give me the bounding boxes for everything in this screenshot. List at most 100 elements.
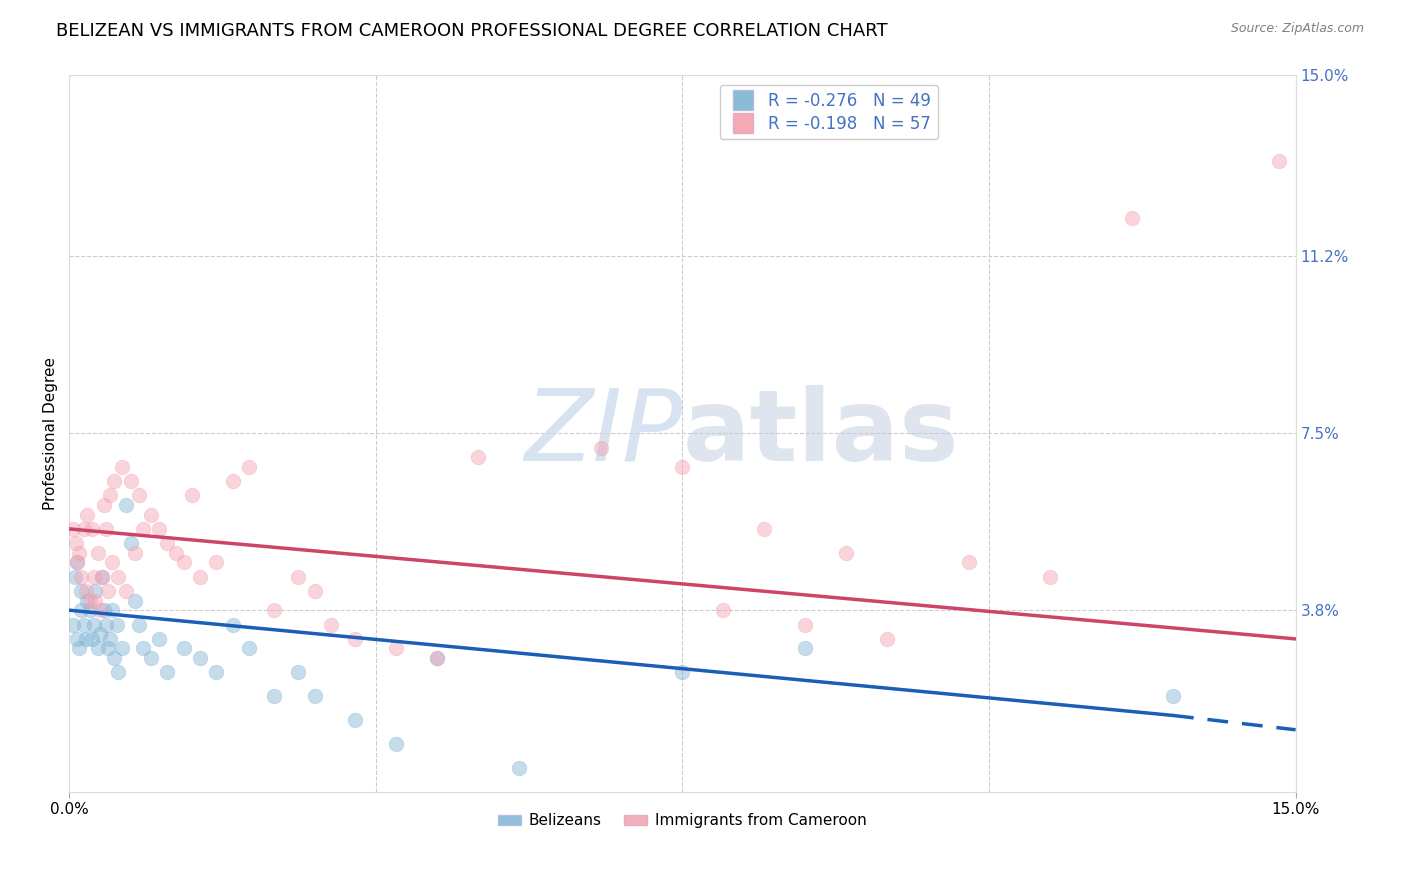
Point [90, 570, 112, 584]
Point [385, 641, 408, 656]
Point [76, 508, 98, 522]
Point [205, 555, 228, 569]
Point [98, 632, 121, 646]
Point [66, 632, 89, 646]
Point [76, 593, 98, 607]
Text: atlas: atlas [682, 384, 959, 482]
Point [188, 570, 211, 584]
Point [188, 651, 211, 665]
Point [107, 570, 129, 584]
Point [82, 632, 104, 646]
Y-axis label: Professional Degree: Professional Degree [44, 357, 58, 509]
Point [115, 498, 138, 512]
Point [287, 665, 309, 680]
Point [124, 546, 146, 560]
Point [93, 603, 115, 617]
Point [263, 690, 285, 704]
Legend: Belizeans, Immigrants from Cameroon: Belizeans, Immigrants from Cameroon [492, 807, 873, 835]
Point [70, 584, 93, 599]
Point [75, 584, 97, 599]
Point [344, 632, 367, 646]
Point [70, 570, 93, 584]
Point [132, 641, 155, 656]
Point [67, 641, 90, 656]
Point [156, 536, 179, 550]
Point [304, 584, 326, 599]
Point [107, 665, 129, 680]
Point [79, 603, 101, 617]
Point [1039, 570, 1062, 584]
Point [304, 690, 326, 704]
Point [63, 570, 86, 584]
Point [103, 474, 125, 488]
Point [83, 570, 105, 584]
Point [62, 522, 84, 536]
Point [115, 584, 138, 599]
Point [467, 450, 489, 465]
Point [794, 617, 817, 632]
Point [87, 641, 110, 656]
Point [165, 546, 187, 560]
Point [67, 546, 90, 560]
Point [128, 488, 150, 502]
Point [66, 555, 89, 569]
Point [1161, 690, 1184, 704]
Point [94, 522, 117, 536]
Point [148, 632, 170, 646]
Text: ZIP: ZIP [524, 384, 682, 482]
Point [426, 651, 449, 665]
Point [73, 522, 96, 536]
Point [238, 459, 260, 474]
Point [957, 555, 980, 569]
Point [426, 651, 449, 665]
Point [180, 488, 202, 502]
Point [173, 555, 195, 569]
Point [835, 546, 858, 560]
Point [87, 546, 110, 560]
Point [83, 617, 105, 632]
Point [508, 761, 530, 775]
Point [205, 665, 228, 680]
Point [139, 508, 162, 522]
Point [82, 522, 104, 536]
Point [93, 498, 115, 512]
Point [156, 665, 179, 680]
Point [97, 584, 120, 599]
Point [120, 474, 142, 488]
Point [222, 617, 245, 632]
Point [111, 641, 134, 656]
Point [98, 488, 121, 502]
Point [89, 603, 111, 617]
Point [79, 593, 101, 607]
Point [1268, 153, 1291, 168]
Point [105, 617, 128, 632]
Point [94, 617, 117, 632]
Point [128, 617, 150, 632]
Point [75, 632, 97, 646]
Point [238, 641, 260, 656]
Point [97, 641, 120, 656]
Point [794, 641, 817, 656]
Point [100, 555, 122, 569]
Point [100, 603, 122, 617]
Point [66, 555, 89, 569]
Point [319, 617, 342, 632]
Point [84, 584, 107, 599]
Point [671, 665, 693, 680]
Point [263, 603, 285, 617]
Point [876, 632, 898, 646]
Point [139, 651, 162, 665]
Text: Source: ZipAtlas.com: Source: ZipAtlas.com [1230, 22, 1364, 36]
Point [103, 651, 125, 665]
Point [111, 459, 134, 474]
Point [711, 603, 734, 617]
Point [120, 536, 142, 550]
Point [173, 641, 195, 656]
Point [89, 627, 111, 641]
Text: BELIZEAN VS IMMIGRANTS FROM CAMEROON PROFESSIONAL DEGREE CORRELATION CHART: BELIZEAN VS IMMIGRANTS FROM CAMEROON PRO… [56, 22, 887, 40]
Point [287, 570, 309, 584]
Point [589, 441, 612, 455]
Point [69, 603, 91, 617]
Point [90, 570, 112, 584]
Point [148, 522, 170, 536]
